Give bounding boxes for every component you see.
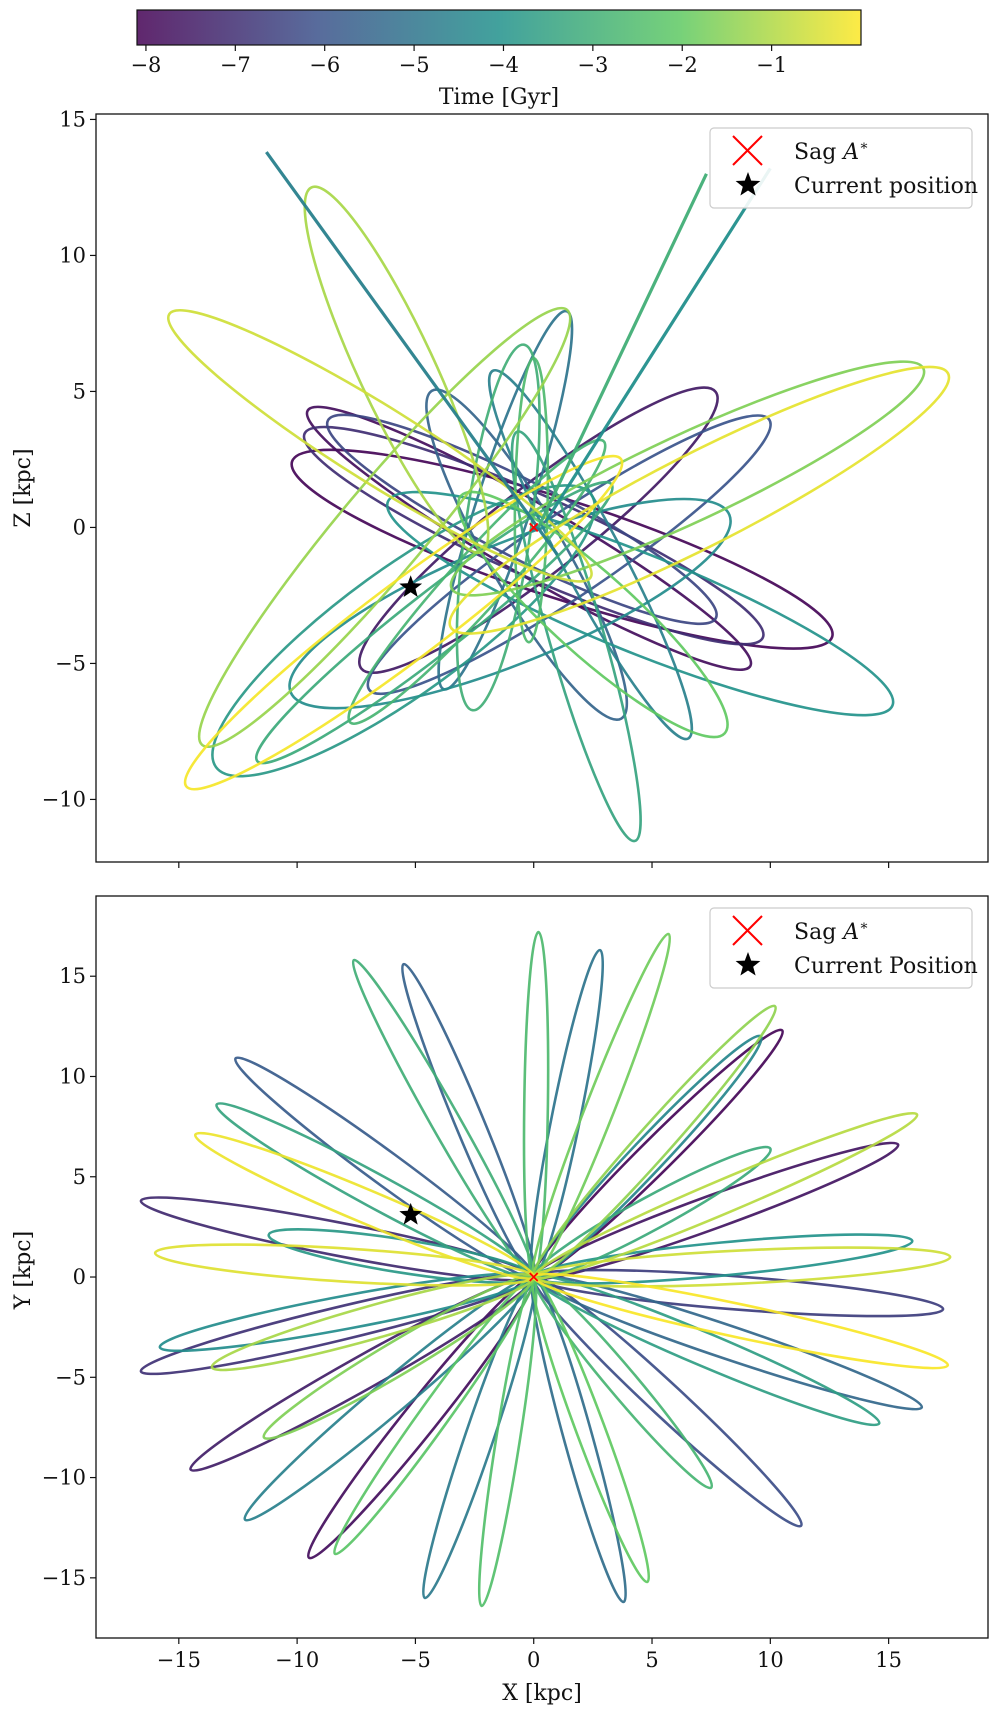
xz-axis-ticks: −10 −5 0 5 10 15 [42,107,890,868]
xy-xlabel: X [kpc] [502,1681,582,1706]
colorbar-tick-label: −4 [488,53,519,77]
xy-legend-star-icon [735,952,761,976]
xz-orbit-20 [197,306,572,749]
xz-legend-sag-label: Sag A∗ [794,138,869,165]
xz-streak-3 [544,167,772,523]
xy-legend-current-label: Current Position [794,954,978,979]
xz-ylabel: Z [kpc] [11,448,36,527]
colorbar-tick-label: −5 [399,53,430,77]
xy-xtick-label: 0 [527,1648,540,1672]
xy-ylabel: Y [kpc] [11,1231,36,1310]
xz-sag-a-marker [529,522,539,533]
xy-legend-sag-label: Sag A∗ [794,918,869,945]
colorbar-tick-label: −6 [309,53,340,77]
xz-axes-frame [95,113,989,863]
xz-orbit-15 [455,343,541,712]
colorbar-tick-label: −1 [756,53,787,77]
colorbar-tick-label: −7 [220,53,251,77]
xy-ytick-label: 0 [73,1265,86,1289]
xy-petal-25 [522,930,550,1279]
xy-ytick-label: −15 [42,1566,86,1590]
xy-xtick-label: 15 [875,1648,902,1672]
xz-ytick-label: 15 [59,107,86,131]
xz-orbit-21 [303,185,490,554]
xz-streak-1 [265,151,559,556]
xy-xtick-label: −10 [275,1648,319,1672]
xz-ytick-label: 0 [73,515,86,539]
colorbar-gradient [136,9,862,46]
xy-legend: Sag A∗ Current Position [709,907,978,989]
xz-current-position-star [399,575,423,597]
xy-xtick-label: −15 [157,1648,201,1672]
xz-legend-current-label: Current position [794,174,978,199]
xy-ytick-label: 10 [59,1064,86,1088]
xz-legend-sag-icon [732,135,763,166]
xy-xtick-label: 10 [757,1648,784,1672]
xy-axis-ticks: −15 −10 −5 0 5 10 15 −15 −10 −5 0 5 10 15 [42,964,902,1672]
xy-ytick-label: −5 [55,1365,86,1389]
xy-xtick-label: 5 [645,1648,658,1672]
colorbar-label: Time [Gyr] [439,85,559,110]
colorbar: −8 −7 −6 −5 −4 −3 −2 −1 Time [Gyr] [130,9,862,110]
xz-orbit-11 [385,490,895,717]
xz-legend: Sag A∗ Current position [709,127,978,209]
xy-petal-9 [233,1056,536,1280]
xz-legend-box [709,127,973,209]
xy-legend-box [709,907,973,989]
xz-streak-2 [537,173,708,529]
xz-orbit-18 [456,490,729,739]
colorbar-tick-label: −8 [130,53,161,77]
xy-sag-a-marker [529,1272,539,1282]
xy-legend-sag-icon [732,915,763,946]
xz-panel: −10 −5 0 5 10 15 Z [kpc] Sag A∗ Current posit… [11,107,989,868]
xy-ytick-label: 5 [73,1165,86,1189]
xy-ytick-label: −10 [42,1466,86,1490]
xy-current-position-star [399,1202,423,1225]
xz-orbit-24 [183,454,624,791]
xz-orbit-16 [347,438,607,725]
xy-panel: −15 −10 −5 0 5 10 15 −15 −10 −5 0 5 10 15 Y [kpc] X [… [11,895,989,1706]
xy-petal-20 [532,1274,881,1427]
colorbar-tick-label: −2 [667,53,698,77]
xz-orbit-22 [166,308,593,583]
xy-petal-31 [531,1004,777,1279]
xz-orbit-23 [448,365,951,635]
xz-legend-star-icon [735,172,761,196]
xz-plot-area [166,151,951,843]
xy-axes-frame [95,895,989,1639]
xz-ytick-label: −5 [55,651,86,675]
xz-ytick-label: −10 [42,787,86,811]
xz-ytick-label: 10 [59,243,86,267]
xy-petal-21 [215,1102,536,1280]
colorbar-ticks: −8 −7 −6 −5 −4 −3 −2 −1 [130,45,787,77]
xz-orbit-12 [211,484,597,778]
colorbar-tick-label: −3 [577,53,608,77]
xy-plot-area [139,930,952,1608]
xy-ytick-label: 15 [59,964,86,988]
xz-ytick-label: 5 [73,379,86,403]
xy-xtick-label: −5 [400,1648,431,1672]
